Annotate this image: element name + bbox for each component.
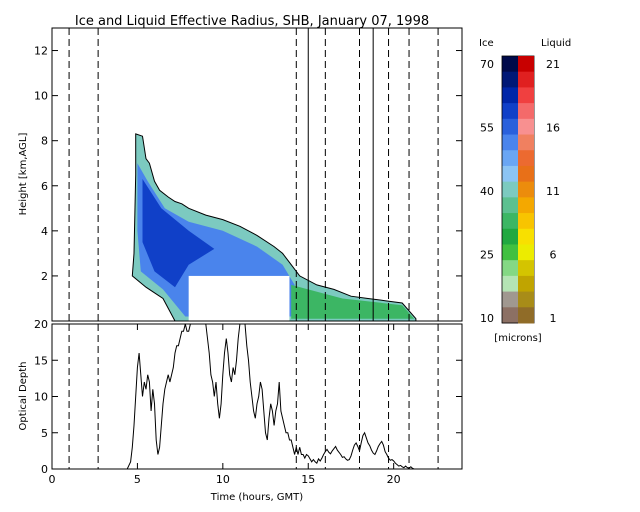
liquid-color-swatch [518, 150, 534, 167]
optical-depth-tick-label: 0 [41, 463, 48, 476]
time-markers-bottom [68, 324, 439, 469]
liquid-colorbar-tick-label: 16 [546, 122, 560, 135]
colorbar-legend: Ice Liquid 70 55 40 25 10 21 16 11 6 1 [microns] [479, 38, 571, 344]
liquid-colorbar-tick-label: 6 [550, 249, 557, 262]
height-tick-label: 12 [34, 45, 48, 58]
height-tick-label: 8 [41, 135, 48, 148]
radius-plot-frame [51, 27, 463, 322]
ice-colorbar-tick-label: 40 [480, 185, 494, 198]
ice-colorbar-tick-label: 55 [480, 122, 494, 135]
liquid-legend-label: Liquid [541, 38, 571, 49]
low-cloud-band [291, 284, 415, 319]
time-tick-label: 20 [387, 473, 401, 486]
optical-depth-tick-label: 20 [34, 318, 48, 331]
ice-color-swatch [502, 134, 518, 151]
colorbar-tick-labels: 70 55 40 25 10 21 16 11 6 1 [480, 58, 560, 325]
height-axis: 2 4 6 8 10 12 [34, 45, 462, 283]
ice-color-swatch [502, 244, 518, 261]
time-tick-label: 0 [49, 473, 56, 486]
liquid-color-swatch [518, 56, 534, 73]
ice-color-swatch [502, 181, 518, 198]
liquid-color-swatch [518, 275, 534, 293]
height-tick-label: 6 [41, 180, 48, 193]
time-markers-top [68, 28, 439, 321]
ice-color-swatch [502, 197, 518, 214]
optical-depth-tick-label: 5 [41, 427, 48, 440]
liquid-color-swatch [518, 71, 534, 88]
liquid-colorbar-tick-label: 1 [550, 312, 557, 325]
time-tick-label: 15 [301, 473, 315, 486]
height-tick-label: 2 [41, 270, 48, 283]
optical-depth-axis-label: Optical Depth [18, 362, 29, 431]
liquid-color-swatch [518, 87, 534, 104]
radius-panel: 2 4 6 8 10 12 Height [km,AGL] [18, 27, 463, 322]
missing-data-region [188, 275, 290, 321]
liquid-color-swatch [518, 118, 534, 136]
optical-depth-line [126, 324, 415, 469]
optical-depth-axis: 0 5 10 15 20 [34, 318, 462, 476]
ice-color-swatch [502, 150, 518, 167]
colorbar-unit-label: [microns] [494, 333, 541, 344]
ice-color-swatch [502, 71, 518, 88]
optical-depth-plot-frame [51, 323, 463, 470]
time-tick-label: 5 [134, 473, 141, 486]
cloud-deep-ice [142, 179, 215, 288]
height-tick-label: 10 [34, 90, 48, 103]
ice-color-swatch [502, 260, 518, 277]
liquid-color-swatch [518, 197, 534, 214]
ice-colorbar [501, 55, 535, 324]
ice-color-swatch [502, 228, 518, 245]
optical-depth-panel: 0 5 10 15 20 Optical Depth 0 5 10 15 20 Time (ho… [18, 318, 463, 503]
liquid-color-swatch [518, 260, 534, 277]
liquid-color-swatch [518, 134, 534, 151]
liquid-colorbar-tick-label: 21 [546, 58, 560, 71]
time-tick-label: 10 [216, 473, 230, 486]
liquid-color-swatch [518, 291, 534, 308]
height-axis-label: Height [km,AGL] [18, 133, 29, 216]
ice-color-swatch [502, 275, 518, 293]
time-axis: 0 5 10 15 20 [49, 324, 401, 486]
liquid-color-swatch [518, 228, 534, 245]
optical-depth-tick-label: 10 [34, 391, 48, 404]
ice-color-swatch [502, 103, 518, 120]
ice-color-swatch [502, 56, 518, 73]
ice-color-swatch [502, 213, 518, 230]
chart-title: Ice and Liquid Effective Radius, SHB, Ja… [75, 14, 429, 29]
cloud-field [131, 133, 417, 321]
cloud-outline [131, 133, 417, 321]
liquid-color-swatch [518, 244, 534, 261]
ice-colorbar-tick-label: 10 [480, 312, 494, 325]
liquid-color-swatch [518, 181, 534, 198]
ice-color-swatch [502, 118, 518, 136]
ice-colorbar-tick-label: 70 [480, 58, 494, 71]
ice-color-swatch [502, 165, 518, 183]
ice-colorbar-tick-label: 25 [480, 249, 494, 262]
height-tick-label: 4 [41, 225, 48, 238]
liquid-color-swatch [518, 307, 534, 324]
ice-color-swatch [502, 291, 518, 308]
liquid-colorbar [518, 56, 534, 324]
ice-legend-label: Ice [479, 38, 494, 49]
ice-color-swatch [502, 307, 518, 324]
liquid-color-swatch [518, 165, 534, 183]
ice-color-swatch [502, 87, 518, 104]
optical-depth-tick-label: 15 [34, 354, 48, 367]
time-axis-label: Time (hours, GMT) [210, 492, 304, 503]
liquid-colorbar-tick-label: 11 [546, 185, 560, 198]
liquid-color-swatch [518, 103, 534, 120]
liquid-color-swatch [518, 213, 534, 230]
